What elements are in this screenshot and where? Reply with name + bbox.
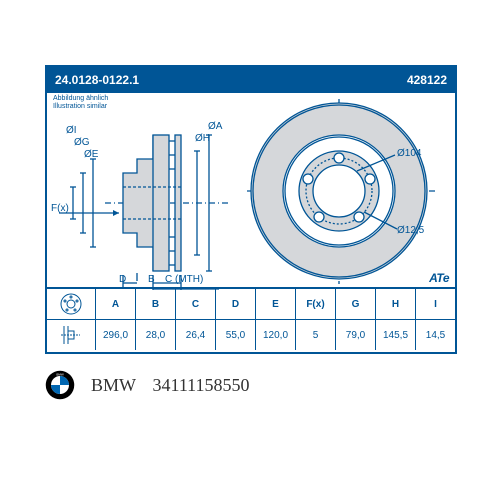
label-B: B [148,274,155,285]
svg-text:BMW: BMW [56,372,64,376]
label-dia-E: ØE [84,149,98,160]
col-I: I14,5 [416,289,455,350]
label-C: C (MTH) [165,274,203,285]
label-dia-G: ØG [74,137,90,148]
label-dia-H: ØH [195,133,210,144]
footer-text: BMW 34111158550 [91,375,250,396]
label-bolt-circle: Ø104 [397,148,421,159]
col-E: E120,0 [256,289,296,350]
table-data: A296,0 B28,0 C26,4 D55,0 E120,0 F(x)5 G7… [96,289,455,350]
col-G: G79,0 [336,289,376,350]
col-B: B28,0 [136,289,176,350]
label-dia-A: ØA [208,121,222,132]
similarity-note: Abbildung ähnlich Illustration similar [53,95,108,110]
footer-number: 34111158550 [153,375,250,395]
spec-card: 24.0128-0122.1 428122 Abbildung ähnlich … [45,65,457,354]
diagram-area: Abbildung ähnlich Illustration similar [47,93,455,287]
col-A: A296,0 [96,289,136,350]
footer-brand: BMW [91,375,136,395]
col-C: C26,4 [176,289,216,350]
part-number-long: 24.0128-0122.1 [55,73,139,87]
label-D: D [119,274,126,285]
note-de: Abbildung ähnlich [53,95,108,103]
note-en: Illustration similar [53,103,108,111]
spec-table: A296,0 B28,0 C26,4 D55,0 E120,0 F(x)5 G7… [47,287,455,350]
front-view-drawing [237,99,442,284]
col-H: H145,5 [376,289,416,350]
label-bolt-hole: Ø12,5 [397,225,424,236]
disc-side-icon [47,320,95,350]
ate-logo: ATe [429,271,449,285]
header: 24.0128-0122.1 428122 [47,67,455,93]
table-icon-column [47,289,96,350]
disc-front-icon [47,289,95,320]
col-F: F(x)5 [296,289,336,350]
bmw-logo-icon: BMW [45,370,75,400]
footer: BMW BMW 34111158550 [45,368,457,402]
col-D: D55,0 [216,289,256,350]
label-F: F(x) [51,203,69,214]
label-dia-I: ØI [66,125,77,136]
part-number-short: 428122 [407,73,447,87]
